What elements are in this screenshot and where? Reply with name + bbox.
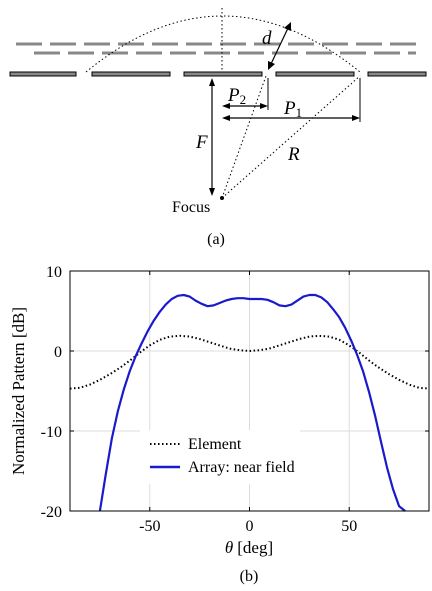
element-bar — [9, 71, 77, 77]
p1-arrow-head-right — [352, 115, 360, 121]
d-arrow — [269, 25, 290, 67]
label-p2-main: P — [227, 85, 240, 106]
label-p1-main: P — [283, 98, 296, 119]
f-arrow-head-bottom — [209, 188, 215, 196]
legend-label-array: Array: near field — [188, 459, 295, 476]
f-arrow-head-top — [209, 78, 215, 86]
x-tick-label: -50 — [139, 518, 160, 535]
label-d: d — [262, 28, 272, 49]
label-f: F — [195, 132, 208, 153]
x-axis-label: θ [deg] — [225, 538, 273, 557]
label-p1: P1 — [283, 98, 302, 120]
element-bar — [275, 71, 355, 77]
p2-arrow-head-right — [260, 103, 268, 109]
y-tick-label: 0 — [54, 344, 62, 361]
series-line-element — [69, 334, 430, 390]
figure-a-diagram: d P2 P1 F R Focus (a) — [9, 8, 427, 248]
label-p2: P2 — [227, 85, 246, 107]
d-arrow-head-bottom — [268, 61, 275, 70]
label-r: R — [287, 144, 300, 165]
element-bar — [91, 71, 171, 77]
x-axis-label-unit: [deg] — [237, 538, 273, 557]
legend-box — [140, 430, 300, 484]
p1-arrow-head-left — [222, 115, 230, 121]
p2-arrow-head-left — [222, 103, 230, 109]
caption-a: (a) — [207, 231, 225, 248]
element-bar — [367, 71, 427, 77]
y-tick-label: -20 — [41, 504, 62, 521]
series-line-array-near-field — [98, 293, 406, 512]
caption-b: (b) — [240, 568, 259, 585]
y-tick-label: 10 — [46, 264, 62, 281]
radius-line-p1 — [221, 75, 361, 199]
d-arrow-head-top — [284, 22, 291, 31]
label-p1-sub: 1 — [296, 105, 303, 120]
series-layer — [69, 293, 430, 512]
focus-point — [220, 196, 224, 200]
legend-label-element: Element — [188, 436, 242, 453]
y-axis-label: Normalized Pattern [dB] — [9, 307, 28, 475]
radius-line-p2 — [221, 75, 267, 199]
label-p2-sub: 2 — [240, 92, 247, 107]
element-bar — [183, 71, 263, 77]
x-tick-label: 0 — [246, 518, 254, 535]
label-focus: Focus — [172, 199, 210, 216]
legend: Element Array: near field — [140, 430, 300, 484]
x-tick-label: 50 — [341, 518, 357, 535]
x-axis-label-symbol: θ — [225, 538, 233, 557]
y-tick-label: -10 — [41, 424, 62, 441]
